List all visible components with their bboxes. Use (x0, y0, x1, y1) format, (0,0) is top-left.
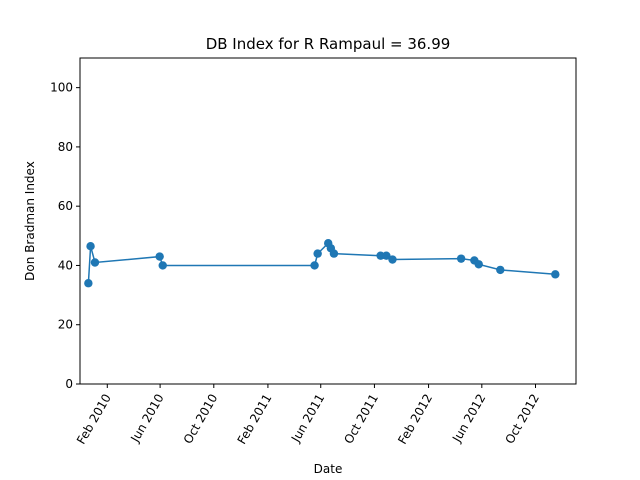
x-tick-label: Feb 2012 (395, 392, 435, 447)
data-point (84, 279, 93, 288)
data-point (456, 254, 466, 263)
data-point (310, 261, 319, 270)
x-tick-label: Jun 2011 (288, 392, 327, 446)
data-point (158, 261, 167, 270)
data-point (496, 265, 505, 275)
y-tick-label: 20 (58, 318, 73, 332)
chart-title: DB Index for R Rampaul = 36.99 (206, 35, 451, 53)
x-axis-label: Date (314, 462, 343, 476)
y-tick-label: 100 (50, 81, 73, 95)
data-point (313, 249, 322, 258)
series-line (87, 241, 556, 284)
y-tick-label: 80 (58, 140, 73, 154)
y-axis-label: Don Bradman Index (23, 161, 37, 281)
x-tick-label: Oct 2011 (341, 392, 381, 447)
y-tick-label: 0 (65, 377, 73, 391)
x-tick-label: Oct 2012 (502, 392, 542, 447)
plot-frame (79, 57, 577, 385)
y-tick-label: 60 (58, 199, 73, 213)
data-point (388, 255, 397, 264)
x-tick-label: Jun 2012 (449, 392, 488, 446)
y-tick-label: 40 (58, 258, 73, 272)
data-point (551, 270, 560, 279)
x-tick-label: Feb 2011 (235, 392, 275, 447)
data-point (474, 260, 483, 269)
x-tick-label: Oct 2010 (181, 392, 221, 447)
data-point (86, 241, 95, 251)
data-point (90, 258, 100, 267)
x-tick-label: Jun 2010 (128, 392, 167, 446)
x-tick-label: Feb 2010 (74, 392, 114, 447)
data-point (155, 252, 164, 261)
data-point (329, 249, 339, 258)
data-point (382, 251, 391, 260)
